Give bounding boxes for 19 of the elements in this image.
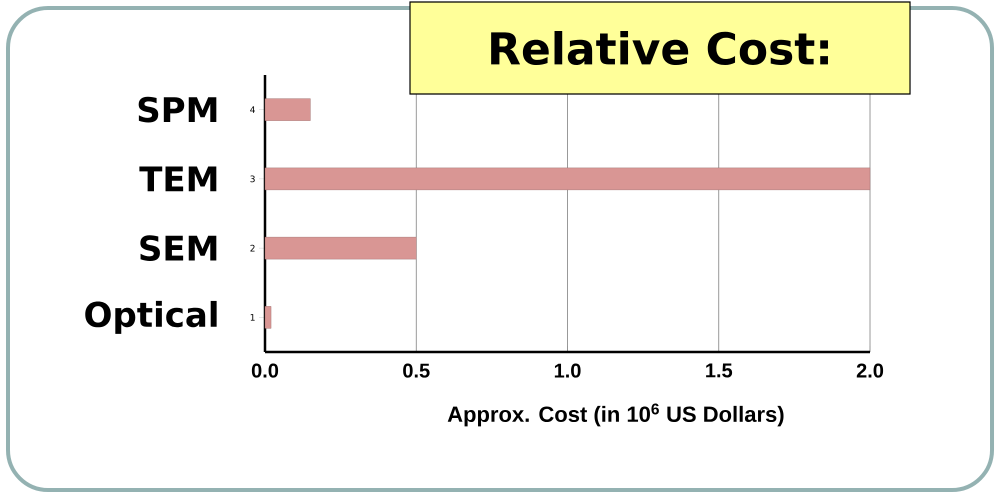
- bar: [264, 236, 416, 260]
- text: 2: [250, 244, 255, 252]
- chart-title: Relative Cost:: [491, 30, 828, 66]
- bar: [264, 168, 870, 190]
- bar: [264, 98, 311, 121]
- y-tick-label: TEM: [139, 166, 216, 192]
- text: 1: [250, 314, 255, 321]
- x-tick-label: 1.5: [706, 364, 732, 378]
- text: 4: [250, 106, 255, 113]
- bar: [264, 306, 272, 329]
- text: 3: [250, 175, 255, 182]
- y-tick-label: SEM: [140, 235, 216, 261]
- x-axis-title: Approx. Cost (in 10$^{6}$ US Dollars): [448, 404, 784, 426]
- x-tick-label: 0.0: [252, 364, 278, 378]
- x-tick-label: 1.0: [554, 364, 581, 378]
- x-tick-label: 0.5: [403, 364, 430, 378]
- y-tick-label: SPM: [138, 96, 216, 122]
- y-tick-label: Optical: [85, 300, 217, 334]
- x-tick-label: 2.0: [856, 364, 884, 378]
